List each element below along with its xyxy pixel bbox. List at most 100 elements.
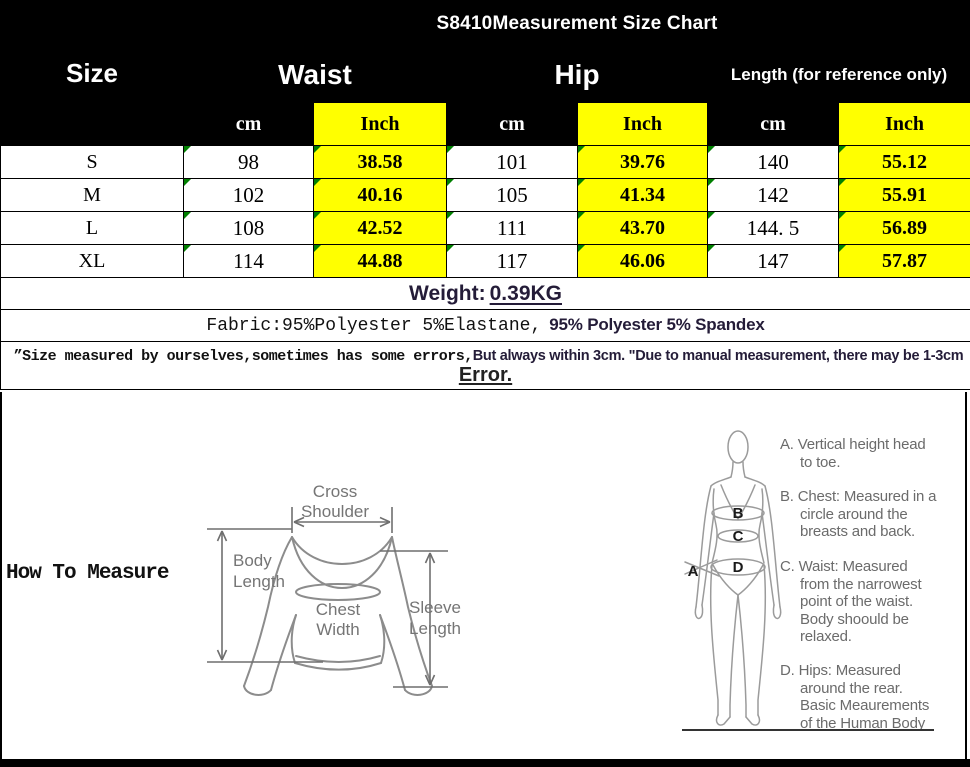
left-arm-inner <box>701 512 715 606</box>
length-cm-cell: 142 <box>707 178 839 212</box>
hip-cm-cell: 105 <box>446 178 578 212</box>
cell-value: 102 <box>232 182 265 207</box>
note-text-mono: ”Size measured by ourselves,sometimes ha… <box>13 347 474 365</box>
cell-value: 44.88 <box>357 249 403 272</box>
left-leg-inner <box>729 594 739 718</box>
right-leg-inner <box>737 594 747 718</box>
neckline-front <box>291 536 393 589</box>
waist-inch-cell: 38.58 <box>313 145 447 179</box>
length-cm-cell: 147 <box>707 244 839 278</box>
size-value: L <box>0 211 184 245</box>
table-row-m: M 102 40.16 105 41.34 142 55.91 <box>0 178 970 212</box>
left-border <box>0 392 2 767</box>
left-hand <box>694 604 704 620</box>
cell-flag-triangle <box>708 146 715 153</box>
torso-left <box>711 488 718 564</box>
cell-value: 38.58 <box>357 150 403 173</box>
cell-flag-triangle <box>314 179 321 186</box>
body-figure-diagram: A B C D <box>684 430 782 726</box>
hip-group-header: Hip <box>446 47 708 103</box>
cell-value: 41.34 <box>620 183 665 206</box>
left-sleeve-outer <box>243 536 293 687</box>
waist-cm-header: cm <box>183 102 314 146</box>
cell-value: 56.89 <box>882 216 928 239</box>
sleeve-length-label-line2: Length <box>409 619 461 638</box>
note-line-2: Error. <box>458 363 513 386</box>
height-pointer-line-1 <box>684 559 718 575</box>
table-row-l: L 108 42.52 111 43.70 144. 5 56.89 <box>0 211 970 245</box>
figure-letter-a: A <box>688 563 699 580</box>
figure-letter-d: D <box>733 559 744 576</box>
left-arm-outer <box>695 485 712 608</box>
hip-cm-cell: 111 <box>446 211 578 245</box>
cell-flag-triangle <box>839 146 846 153</box>
bust-ellipse <box>711 505 765 521</box>
arrowhead <box>216 530 228 542</box>
cell-value: 39.76 <box>620 150 665 173</box>
neck-right <box>742 461 746 478</box>
hip-cm-cell: 101 <box>446 145 578 179</box>
note-text-sans: But always within 3cm. "Due to manual me… <box>472 347 964 364</box>
waist-inch-cell: 44.88 <box>313 244 447 278</box>
list-item-waist: C. Waist: Measured from the narrowest po… <box>780 558 922 645</box>
right-leg-outer <box>757 564 767 716</box>
height-pointer-line-2 <box>684 561 720 577</box>
figure-letter-b: B <box>733 505 744 522</box>
length-cm-cell: 140 <box>707 145 839 179</box>
fabric-text-mono: Fabric:95%Polyester 5%Elastane, <box>206 316 542 336</box>
body-length-label-line2: Length <box>233 572 285 591</box>
left-leg-outer <box>709 564 719 716</box>
right-cuff <box>404 685 433 696</box>
hip-inch-cell: 46.06 <box>577 244 708 278</box>
waist-cm-cell: 108 <box>183 211 314 245</box>
cell-value: 105 <box>496 182 528 207</box>
waist-cm-cell: 98 <box>183 145 314 179</box>
hem-top <box>295 655 381 663</box>
list-item-hips: D. Hips: Measured around the rear. Basic… <box>780 662 930 732</box>
hip-inch-header: Inch <box>577 102 708 146</box>
shoulder-right <box>744 476 766 487</box>
cell-value: 57.87 <box>882 249 928 272</box>
note-cell: ”Size measured by ourselves,sometimes ha… <box>0 341 970 390</box>
length-inch-cell: 55.12 <box>837 145 970 179</box>
arrowhead <box>216 649 228 661</box>
arrowhead <box>424 674 436 686</box>
length-inch-cell: 56.89 <box>837 211 970 245</box>
length-cm-cell: 144. 5 <box>707 211 839 245</box>
cell-value: 101 <box>496 149 528 174</box>
weight-cell: Weight: 0.39KG <box>0 277 970 310</box>
right-arm-outer <box>764 485 781 608</box>
hem-bottom <box>294 662 382 671</box>
cell-flag-triangle <box>708 245 715 252</box>
cell-flag-triangle <box>184 245 191 252</box>
waist-inch-cell: 40.16 <box>313 178 447 212</box>
unit-header-row: cm Inch cm Inch cm Inch <box>1 102 970 146</box>
cell-value: 40.16 <box>357 183 403 206</box>
cell-value: 117 <box>496 248 528 273</box>
fabric-cell: Fabric:95%Polyester 5%Elastane, 95% Polye… <box>0 309 970 342</box>
right-sleeve-inner <box>379 614 406 691</box>
cell-flag-triangle <box>578 146 585 153</box>
length-inch-cell: 55.91 <box>837 178 970 212</box>
fabric-line: Fabric:95%Polyester 5%Elastane, 95% Polye… <box>2 315 970 336</box>
fabric-row: Fabric:95%Polyester 5%Elastane, 95% Polye… <box>0 309 970 342</box>
hip-ellipse <box>710 558 766 576</box>
weight-value: 0.39KG <box>489 281 562 305</box>
waist-group-header: Waist <box>183 47 447 103</box>
figure-underline <box>682 729 934 731</box>
waist-cm-cell: 114 <box>183 244 314 278</box>
title-row: Size S8410Measurement Size Chart <box>0 0 970 146</box>
neckline-back <box>291 536 393 565</box>
torso-right <box>758 488 765 564</box>
cell-flag-triangle <box>447 146 454 153</box>
hip-inch-cell: 41.34 <box>577 178 708 212</box>
weight-label: Weight: <box>409 281 486 305</box>
cell-flag-triangle <box>314 245 321 252</box>
cell-value: 144. 5 <box>746 215 800 240</box>
length-inch-header: Inch <box>837 102 970 146</box>
shoulder-left <box>710 476 732 487</box>
cell-flag-triangle <box>447 179 454 186</box>
cross-shoulder-label-line2: Shoulder <box>301 502 369 521</box>
sleeve-length-label-line1: Sleeve <box>409 598 461 617</box>
weight-line: Weight: 0.39KG <box>2 281 970 306</box>
